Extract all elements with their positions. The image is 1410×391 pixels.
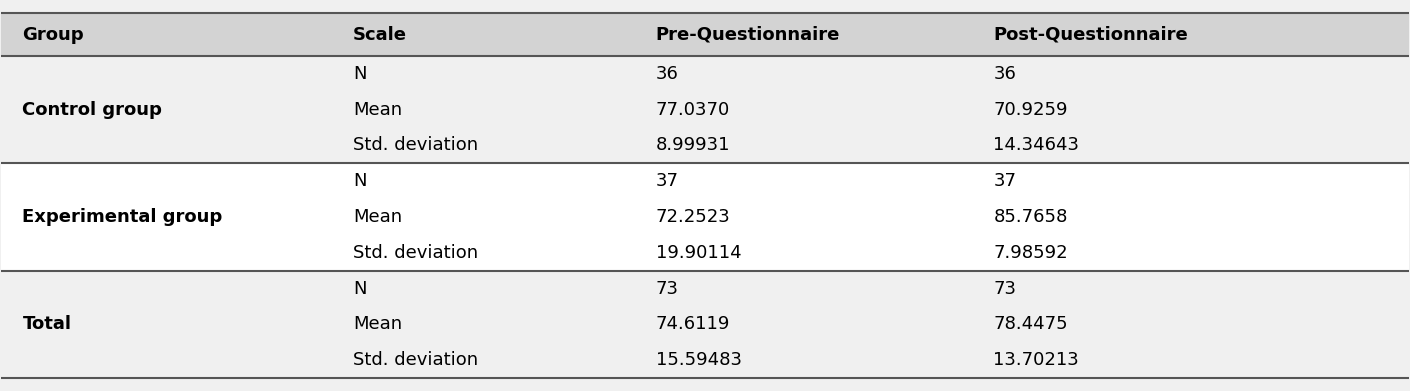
Text: N: N [352, 65, 367, 83]
Text: 74.6119: 74.6119 [656, 315, 730, 333]
Text: Total: Total [23, 315, 72, 333]
Text: 73: 73 [994, 280, 1017, 298]
Text: 72.2523: 72.2523 [656, 208, 730, 226]
Text: N: N [352, 280, 367, 298]
Text: 36: 36 [994, 65, 1017, 83]
Text: Post-Questionnaire: Post-Questionnaire [994, 25, 1189, 43]
Text: Mean: Mean [352, 315, 402, 333]
Text: Group: Group [23, 25, 85, 43]
Text: Std. deviation: Std. deviation [352, 136, 478, 154]
Text: Scale: Scale [352, 25, 407, 43]
Text: 73: 73 [656, 280, 678, 298]
Text: 37: 37 [994, 172, 1017, 190]
Text: 36: 36 [656, 65, 678, 83]
Bar [1, 56, 1409, 163]
Bar [1, 271, 1409, 378]
Text: 15.59483: 15.59483 [656, 351, 742, 369]
Text: Pre-Questionnaire: Pre-Questionnaire [656, 25, 840, 43]
Text: Mean: Mean [352, 100, 402, 118]
Text: 13.70213: 13.70213 [994, 351, 1079, 369]
Bar [1, 163, 1409, 271]
Text: Std. deviation: Std. deviation [352, 244, 478, 262]
Text: 37: 37 [656, 172, 678, 190]
Text: Experimental group: Experimental group [23, 208, 223, 226]
Text: 85.7658: 85.7658 [994, 208, 1067, 226]
Text: Std. deviation: Std. deviation [352, 351, 478, 369]
Text: 77.0370: 77.0370 [656, 100, 730, 118]
Text: 78.4475: 78.4475 [994, 315, 1069, 333]
Text: Control group: Control group [23, 100, 162, 118]
Text: Mean: Mean [352, 208, 402, 226]
Text: 7.98592: 7.98592 [994, 244, 1069, 262]
Text: N: N [352, 172, 367, 190]
Text: 19.90114: 19.90114 [656, 244, 742, 262]
Text: 8.99931: 8.99931 [656, 136, 730, 154]
Bar [1, 13, 1409, 56]
Text: 14.34643: 14.34643 [994, 136, 1080, 154]
Text: 70.9259: 70.9259 [994, 100, 1067, 118]
